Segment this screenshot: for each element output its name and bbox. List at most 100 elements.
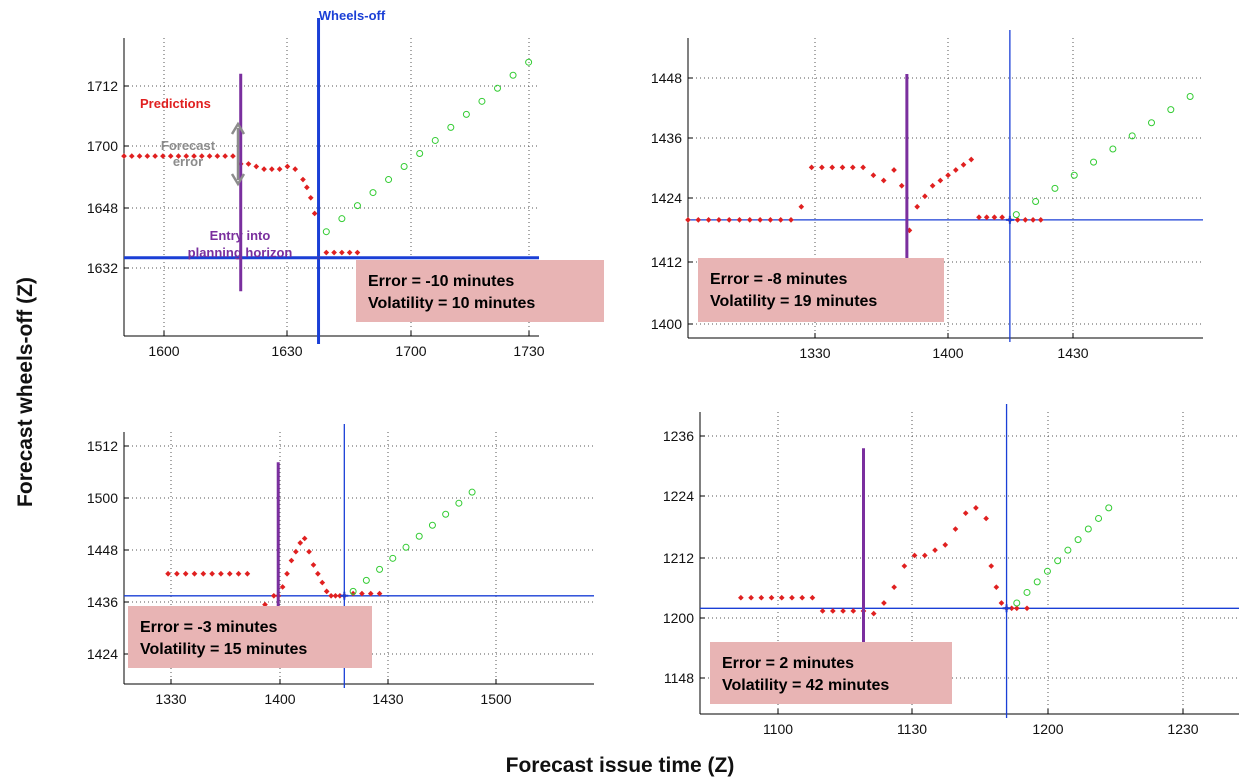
ideal-point <box>1084 525 1092 533</box>
error-volatility-box <box>710 642 952 704</box>
ideal-point <box>1064 546 1072 554</box>
x-tick-label: 1630 <box>271 343 302 359</box>
prediction-point <box>1014 217 1021 223</box>
ideal-point <box>478 97 486 105</box>
prediction-point <box>301 535 308 542</box>
prediction-point <box>952 526 959 532</box>
prediction-point <box>310 562 317 568</box>
prediction-point <box>914 203 921 210</box>
y-tick-label: 1412 <box>651 254 682 270</box>
prediction-point <box>695 217 702 223</box>
ideal-point <box>322 228 330 236</box>
ideal-point <box>431 136 439 144</box>
ideal-point <box>400 163 408 171</box>
prediction-point <box>367 590 374 597</box>
prediction-point <box>860 164 866 171</box>
prediction-point <box>191 570 198 577</box>
prediction-point <box>183 153 190 159</box>
prediction-point <box>323 249 330 256</box>
prediction-point <box>144 153 151 159</box>
wheels-off-marker <box>340 591 349 600</box>
ideal-series <box>1013 504 1113 607</box>
ideal-point <box>416 149 424 157</box>
prediction-point <box>175 153 182 159</box>
prediction-point <box>128 153 135 159</box>
prediction-point <box>354 249 361 256</box>
x-tick-label: 1330 <box>799 345 830 361</box>
prediction-point <box>777 217 784 223</box>
ideal-point <box>415 532 423 540</box>
prediction-point <box>758 594 765 601</box>
y-tick-label: 1500 <box>87 490 118 506</box>
prediction-point <box>323 588 330 595</box>
prediction-point <box>850 608 857 614</box>
y-tick-label: 1436 <box>651 130 682 146</box>
ideal-point <box>1074 536 1082 544</box>
prediction-point <box>788 217 794 223</box>
prediction-point <box>922 193 928 200</box>
prediction-point <box>292 166 299 172</box>
prediction-point <box>311 210 318 217</box>
prediction-point <box>376 590 383 597</box>
prediction-point <box>870 610 877 617</box>
prediction-point <box>331 249 337 256</box>
prediction-point <box>880 177 887 184</box>
ideal-point <box>389 554 397 562</box>
prediction-point <box>716 217 722 223</box>
x-axis-label: Forecast issue time (Z) <box>506 754 735 777</box>
prediction-point <box>891 167 897 173</box>
prediction-point <box>218 570 224 577</box>
prediction-point <box>307 194 314 201</box>
prediction-point <box>809 594 816 601</box>
ideal-point <box>447 123 455 131</box>
x-tick-label: 1130 <box>897 721 927 737</box>
prediction-point <box>244 570 251 577</box>
prediction-point <box>798 203 805 210</box>
prediction-point <box>253 163 260 170</box>
error-volatility-box <box>698 258 944 322</box>
prediction-point <box>911 552 918 559</box>
prediction-point <box>245 161 252 167</box>
prediction-point <box>819 164 825 171</box>
prediction-point <box>300 176 306 183</box>
volatility-text: Volatility = 15 minutes <box>140 641 307 658</box>
prediction-point <box>819 608 826 614</box>
y-tick-label: 1712 <box>87 78 118 94</box>
prediction-point <box>973 505 979 511</box>
prediction-point <box>1022 217 1029 223</box>
volatility-text: Volatility = 19 minutes <box>710 293 877 310</box>
forecast-error-arrowhead-up <box>230 121 246 135</box>
y-tick-label: 1700 <box>87 138 118 154</box>
ideal-point <box>1043 567 1051 575</box>
prediction-point <box>921 552 928 559</box>
prediction-point <box>284 570 290 577</box>
ideal-point <box>1033 578 1041 586</box>
prediction-point <box>261 166 267 172</box>
prediction-point <box>976 214 982 221</box>
prediction-point <box>901 563 908 569</box>
prediction-point <box>1030 217 1036 223</box>
wheels-off-marker <box>1005 215 1014 224</box>
ideal-point <box>1167 106 1175 114</box>
prediction-point <box>945 172 951 179</box>
prediction-point <box>206 153 213 159</box>
prediction-point <box>279 584 286 590</box>
prediction-point <box>174 570 180 577</box>
y-tick-label: 1236 <box>663 428 694 444</box>
prediction-point <box>685 217 691 223</box>
prediction-point <box>736 217 743 223</box>
ideal-point <box>402 543 410 551</box>
ideal-point <box>1012 211 1020 219</box>
ideal-point <box>338 215 346 223</box>
ideal-point <box>462 110 470 118</box>
ideal-point <box>468 488 476 496</box>
prediction-point <box>942 542 949 548</box>
y-tick-label: 1224 <box>663 488 694 504</box>
prediction-series <box>685 156 1044 234</box>
ideal-point <box>1186 93 1194 100</box>
wheels-off-marker <box>1002 604 1011 613</box>
y-tick-label: 1148 <box>664 670 694 686</box>
chart-panel-1: 1600 1630 1700 1730 1712 1700 1648 1632 Error = … <box>87 18 604 359</box>
prediction-point <box>136 153 143 159</box>
prediction-point <box>999 214 1005 221</box>
